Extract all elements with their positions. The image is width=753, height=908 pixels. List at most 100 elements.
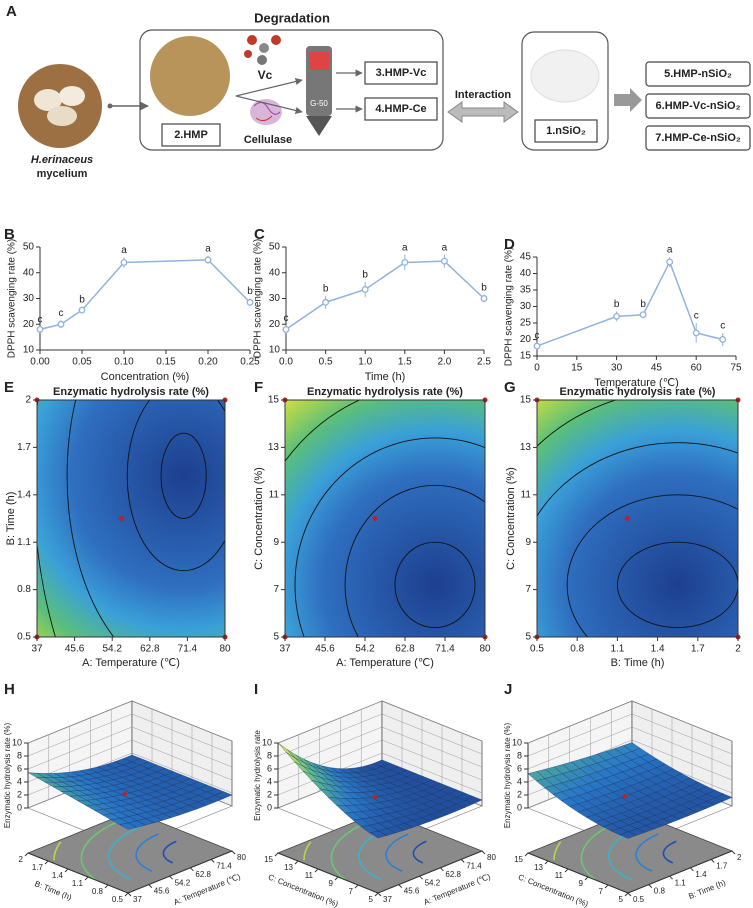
arrow bbox=[235, 95, 303, 114]
x-axis-label: A: Temperature (℃) bbox=[82, 657, 180, 669]
y-tick-label: 9 bbox=[329, 879, 334, 888]
x-tick-label: 80 bbox=[219, 644, 231, 655]
x-tick bbox=[148, 884, 153, 888]
x-tick-label: 0.15 bbox=[156, 357, 176, 368]
panel-label: F bbox=[254, 379, 263, 396]
y-tick-label: 9 bbox=[273, 537, 279, 548]
floor-contour bbox=[80, 818, 123, 881]
significance-letter: c bbox=[284, 313, 289, 324]
x-tick-label: 54.2 bbox=[102, 644, 122, 655]
contour-line bbox=[126, 400, 225, 572]
y-tick-label: 40 bbox=[520, 268, 532, 279]
y-axis bbox=[527, 852, 629, 894]
nsio2-powder bbox=[530, 49, 600, 103]
data-point bbox=[204, 256, 212, 264]
y-tick-label: 0.8 bbox=[17, 584, 31, 595]
x-axis-label: Temperature (℃) bbox=[594, 377, 679, 389]
hmp-box bbox=[161, 123, 221, 147]
arrow-dot bbox=[107, 103, 113, 109]
x-tick-label: 0.5 bbox=[530, 644, 544, 655]
x-tick-label: 71.4 bbox=[178, 644, 198, 655]
y-tick-label: 25 bbox=[520, 318, 532, 329]
y-tick-label: 15 bbox=[514, 855, 523, 864]
data-point bbox=[322, 298, 330, 306]
x-tick-label: 1.7 bbox=[716, 862, 728, 871]
y-tick bbox=[604, 884, 609, 889]
x-tick bbox=[690, 867, 694, 872]
x-tick-label: 1.5 bbox=[398, 357, 412, 368]
significance-letter: a bbox=[205, 244, 211, 255]
y-tick bbox=[314, 868, 319, 873]
y-tick-label: 9 bbox=[525, 537, 531, 548]
product-label: 3.HMP-Vc bbox=[376, 67, 427, 79]
panel-label: I bbox=[254, 681, 258, 698]
y-tick-label: 0.5 bbox=[112, 895, 124, 904]
y-tick-label: 7 bbox=[599, 887, 604, 896]
response-surface bbox=[527, 742, 733, 839]
significance-letter: c bbox=[720, 321, 725, 332]
double-arrow bbox=[447, 101, 519, 123]
hmp-powder bbox=[150, 36, 230, 116]
response-surface bbox=[27, 754, 233, 830]
panel-label: G bbox=[504, 379, 516, 396]
contour-title: Enzymatic hydrolysis rate (%) bbox=[307, 386, 463, 398]
contour-lines bbox=[537, 400, 738, 637]
y-tick-label: 11 bbox=[521, 489, 532, 500]
contour-field bbox=[285, 400, 485, 637]
y-tick-label: 20 bbox=[23, 319, 35, 330]
y-tick-label: 1.4 bbox=[17, 489, 31, 500]
contour-line bbox=[160, 432, 207, 519]
y-tick-label: 13 bbox=[520, 442, 532, 453]
significance-letter: a bbox=[442, 242, 448, 253]
x-tick-label: 2.0 bbox=[437, 357, 451, 368]
z-tick-label: 2 bbox=[267, 789, 272, 799]
x-axis-label: A: Temperature (℃) bbox=[336, 657, 434, 669]
x-tick-label: 37 bbox=[383, 895, 392, 904]
x-tick bbox=[460, 859, 465, 863]
z-tick-label: 4 bbox=[517, 776, 522, 786]
y-tick bbox=[44, 860, 49, 865]
x-tick-label: 0.8 bbox=[570, 644, 584, 655]
y-axis-label: DPPH scavenging rate (%) bbox=[253, 239, 264, 359]
y-tick bbox=[274, 852, 279, 857]
x-tick-label: 1.4 bbox=[695, 870, 707, 879]
x-tick-label: 45.6 bbox=[315, 644, 335, 655]
z-tick-label: 8 bbox=[17, 750, 22, 760]
basket bbox=[18, 64, 102, 148]
x-tick-label: 0.8 bbox=[654, 887, 666, 896]
significance-letter: c bbox=[535, 330, 540, 341]
grid-line bbox=[27, 713, 233, 757]
z-axis-label: Enzymatic hydrolysis rate (%) bbox=[503, 722, 512, 828]
floor-contour bbox=[107, 826, 141, 881]
surface-cell bbox=[619, 831, 638, 839]
x-tick-label: 37 bbox=[31, 644, 43, 655]
z-tick-label: 6 bbox=[267, 763, 272, 773]
y-tick-label: 45 bbox=[520, 252, 532, 263]
output-box bbox=[645, 125, 751, 151]
design-point bbox=[624, 516, 630, 521]
section-title: Degradation bbox=[254, 10, 330, 25]
y-tick bbox=[64, 868, 69, 873]
x-tick-label: 37 bbox=[279, 644, 291, 655]
x-tick-label: 1.0 bbox=[358, 357, 372, 368]
grid-line bbox=[277, 726, 483, 770]
y-tick bbox=[354, 884, 359, 889]
contour-line bbox=[394, 541, 476, 628]
arrow bbox=[235, 78, 303, 97]
y-tick bbox=[334, 876, 339, 881]
x-tick-label: 2 bbox=[735, 644, 741, 655]
floor-contour bbox=[53, 841, 62, 861]
surface-cell bbox=[369, 830, 388, 839]
y-tick-label: 11 bbox=[305, 871, 314, 880]
y-tick-label: 50 bbox=[269, 242, 281, 253]
y-axis-label: C: Concentration (%) bbox=[517, 872, 590, 908]
design-point bbox=[122, 791, 128, 797]
output-label: 6.HMP-Vc-nSiO₂ bbox=[656, 100, 741, 112]
data-point bbox=[480, 295, 488, 302]
response-surface bbox=[277, 742, 483, 839]
significance-letter: b bbox=[481, 282, 487, 293]
significance-letter: b bbox=[362, 269, 368, 280]
significance-letter: b bbox=[247, 286, 253, 297]
panel-label: B bbox=[4, 226, 15, 243]
